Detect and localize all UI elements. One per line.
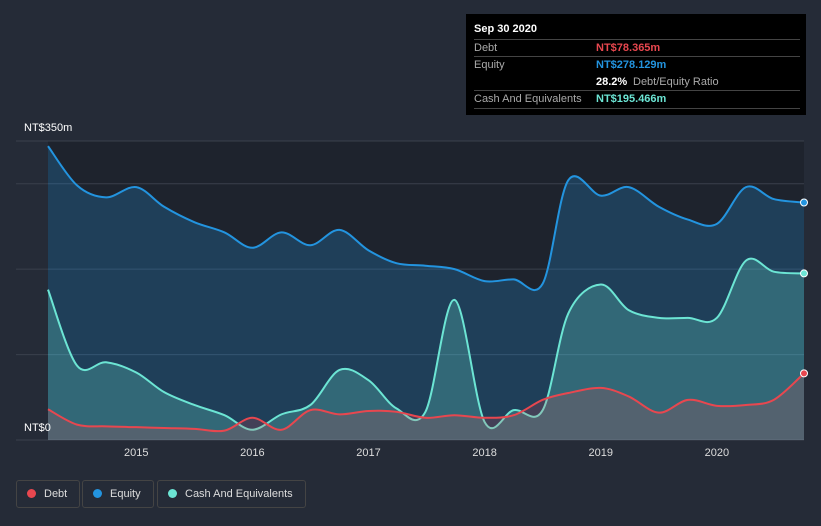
tooltip-equity-row: Equity NT$278.129m 28.2% Debt/Equity Rat… (474, 56, 800, 91)
debt-area (48, 373, 804, 440)
tooltip-debt-row: Debt NT$78.365m (474, 39, 800, 57)
x-tick-label: 2015 (124, 447, 148, 459)
cash-end-point (800, 269, 808, 278)
tooltip-equity-label: Equity (474, 59, 505, 71)
x-tick-label: 2020 (705, 447, 729, 459)
legend-equity[interactable]: Equity (82, 480, 154, 508)
debt-line (47, 372, 805, 433)
equity-dot-icon (93, 489, 102, 498)
debt-dot-icon (27, 489, 36, 498)
equity-line (47, 145, 805, 292)
cash-area (48, 258, 804, 440)
equity-end-point (800, 198, 808, 207)
legend-cash[interactable]: Cash And Equivalents (157, 480, 306, 508)
tooltip-cash-label: Cash And Equivalents (474, 93, 582, 105)
cash-dot-icon (168, 489, 177, 498)
tooltip-equity-value: NT$278.129m (596, 59, 667, 71)
tooltip-debt-label: Debt (474, 42, 498, 54)
tooltip-ratio-value: 28.2% (596, 76, 628, 88)
equity-area (48, 146, 804, 440)
tooltip-ratio-label: Debt/Equity Ratio (633, 76, 719, 88)
x-tick-label: 2016 (240, 447, 264, 459)
y-axis-top-label: NT$350m (24, 122, 73, 134)
tooltip-cash-value: NT$195.466m (596, 93, 667, 105)
legend-debt[interactable]: Debt (16, 480, 81, 508)
x-tick-label: 2017 (356, 447, 380, 459)
debt-end-point (800, 369, 808, 378)
tooltip-cash-row: Cash And Equivalents NT$195.466m (474, 90, 800, 109)
plot-background (48, 141, 804, 440)
tooltip: Sep 30 2020 Debt NT$78.365m Equity NT$27… (466, 14, 806, 115)
y-axis-bottom-label: NT$0 (24, 422, 51, 434)
cash-line (47, 257, 805, 431)
legend-debt-label: Debt (44, 488, 68, 500)
legend-equity-label: Equity (110, 488, 141, 500)
tooltip-date: Sep 30 2020 (474, 23, 537, 35)
tooltip-debt-value: NT$78.365m (596, 42, 661, 54)
x-tick-label: 2019 (589, 447, 613, 459)
legend-cash-label: Cash And Equivalents (185, 488, 293, 500)
x-tick-label: 2018 (472, 447, 496, 459)
